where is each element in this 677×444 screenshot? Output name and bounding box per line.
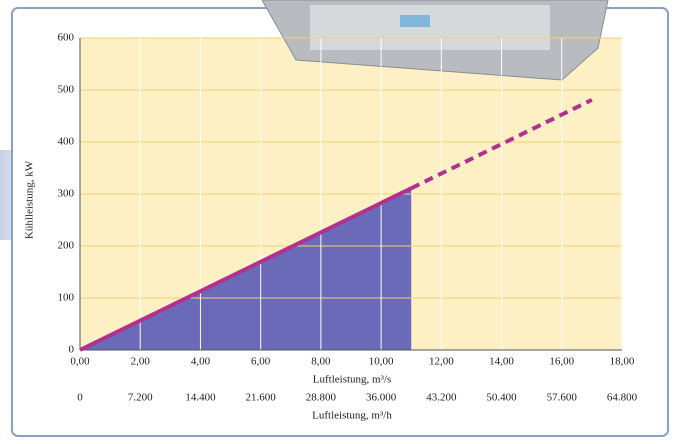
- x-tick-label: 10,00: [369, 356, 394, 368]
- x2-tick-label: 21.600: [246, 392, 277, 404]
- x-tick-label: 12,00: [429, 356, 454, 368]
- x-tick-label: 0,00: [70, 356, 90, 368]
- x2-tick-label: 50.400: [486, 392, 517, 404]
- x2-tick-label: 64.800: [607, 392, 638, 404]
- unit-photo: [261, 0, 609, 81]
- y-tick-label: 300: [58, 188, 75, 200]
- x-tick-label: 8,00: [311, 356, 331, 368]
- y-tick-label: 100: [58, 292, 75, 304]
- x-tick-label: 2,00: [131, 356, 151, 368]
- x-tick-label: 18,00: [610, 356, 635, 368]
- x-tick-label: 16,00: [549, 356, 574, 368]
- x2-tick-label: 28.800: [306, 392, 337, 404]
- line: [79, 186, 413, 352]
- x2-tick-label: 43.200: [426, 392, 457, 404]
- y-axis-title: Kühlleistung, kW: [24, 160, 36, 239]
- y-tick-label: 500: [58, 84, 75, 96]
- y-tick-label: 200: [58, 240, 75, 252]
- x2-axis-title: Luftleistung, m³/h: [312, 410, 392, 422]
- x2-tick-label: 14.400: [185, 392, 216, 404]
- y-tick-label: 400: [58, 136, 75, 148]
- x2-tick-label: 7.200: [128, 392, 153, 404]
- x-tick-label: 4,00: [191, 356, 211, 368]
- x2-tick-label: 36.000: [366, 392, 397, 404]
- y-tick-label: 600: [58, 32, 75, 44]
- x-axis-title: Luftleistung, m³/s: [313, 374, 391, 386]
- x2-tick-label: 0: [77, 392, 83, 404]
- line: [410, 98, 593, 191]
- x-tick-label: 14,00: [489, 356, 514, 368]
- photo-detail: [400, 15, 430, 27]
- photo-panel: [310, 5, 550, 50]
- x-tick-label: 6,00: [251, 356, 271, 368]
- y-tick-label: 0: [69, 344, 75, 356]
- x2-tick-label: 57.600: [547, 392, 578, 404]
